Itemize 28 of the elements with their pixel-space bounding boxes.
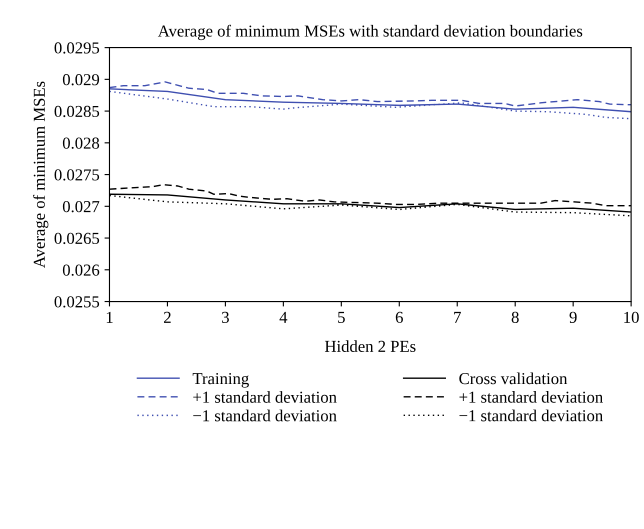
x-tick-label: 1 xyxy=(106,312,113,323)
x-tick-label: 8 xyxy=(512,312,519,323)
y-tick-label: 0.0275 xyxy=(54,169,100,181)
x-tick-label: 9 xyxy=(570,312,577,323)
y-tick-label: 0.0285 xyxy=(54,106,100,118)
legend-label: +1 standard deviation xyxy=(193,391,337,403)
y-tick-label: 0.029 xyxy=(62,74,100,86)
x-tick-label: 3 xyxy=(222,312,229,323)
y-tick-label: 0.026 xyxy=(62,264,100,276)
legend-label: Cross validation xyxy=(459,372,568,384)
y-tick-label: 0.027 xyxy=(62,201,100,212)
x-tick-label: 6 xyxy=(396,312,403,323)
x-tick-label: 5 xyxy=(338,312,345,323)
y-axis-title: Average of minimum MSEs xyxy=(33,82,48,268)
chart-title: Average of minimum MSEs with standard deviation boundaries xyxy=(158,24,582,40)
x-tick-label: 7 xyxy=(454,312,461,323)
legend-label: −1 standard deviation xyxy=(193,410,337,422)
y-tick-label: 0.0265 xyxy=(54,232,100,244)
x-tick-label: 10 xyxy=(624,312,639,323)
y-tick-label: 0.0295 xyxy=(54,42,100,54)
x-axis-title: Hidden 2 PEs xyxy=(324,340,416,352)
x-tick-label: 2 xyxy=(164,312,171,323)
legend-label: −1 standard deviation xyxy=(459,410,603,422)
y-tick-label: 0.0255 xyxy=(54,296,100,308)
legend-label: +1 standard deviation xyxy=(459,391,603,403)
x-tick-label: 4 xyxy=(280,312,288,323)
legend-label: Training xyxy=(192,373,249,388)
y-tick-label: 0.028 xyxy=(62,138,100,149)
